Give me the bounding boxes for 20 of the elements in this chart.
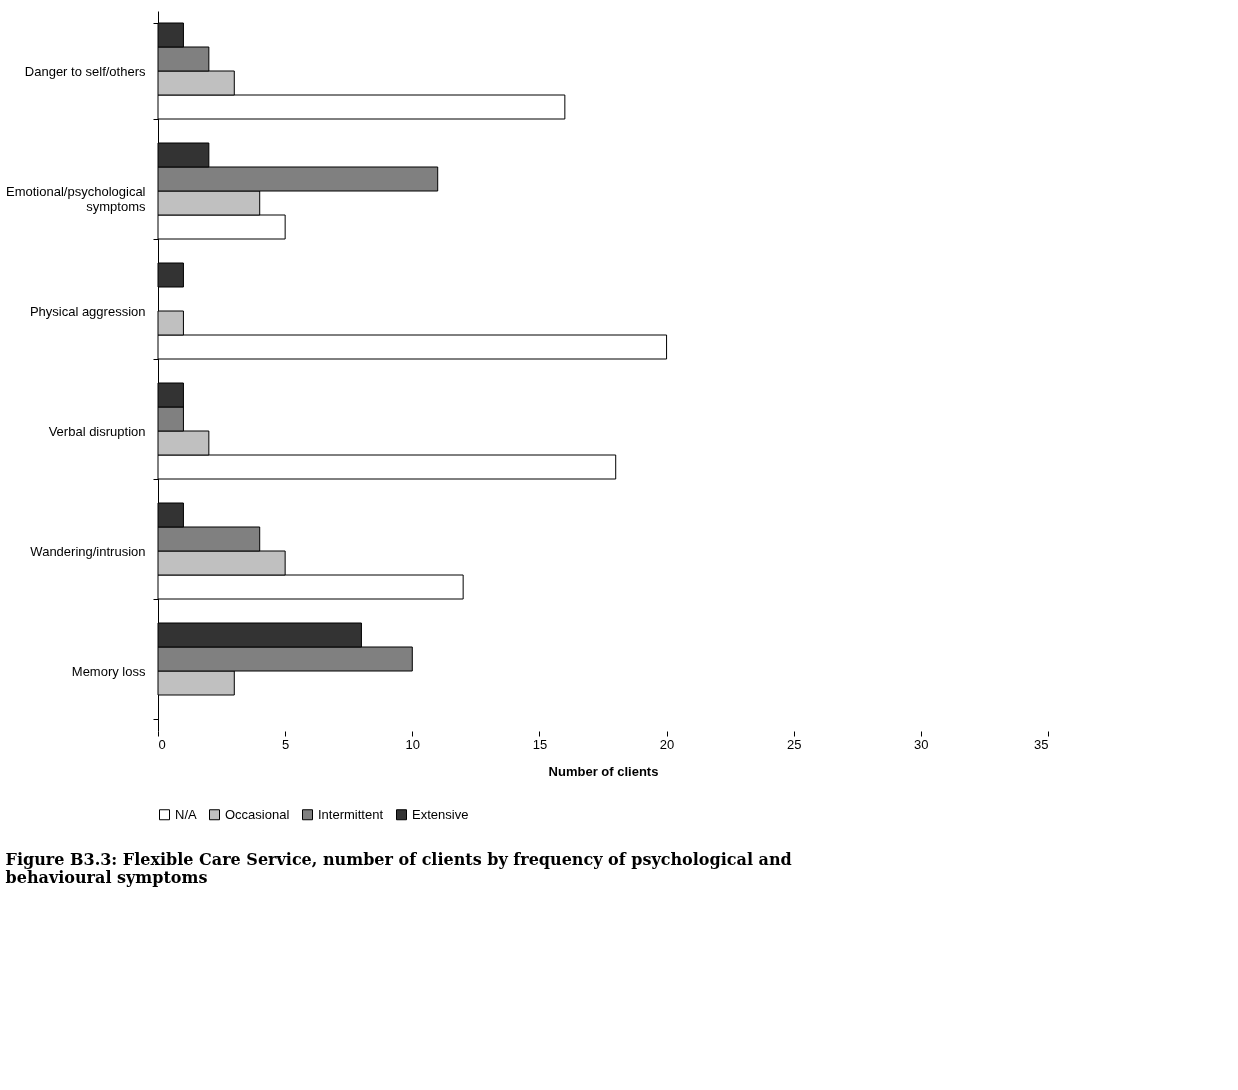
legend-label: Intermittent <box>318 806 384 822</box>
y-tick-label: Danger to self/others <box>24 63 146 79</box>
y-tick-label: Physical aggression <box>29 303 146 319</box>
legend-label: Occasional <box>225 806 290 822</box>
x-tick-label: 15 <box>532 736 548 752</box>
legend-label: N/A <box>175 806 197 822</box>
x-axis-title: Number of clients <box>548 763 659 779</box>
x-tick-label: 35 <box>1034 736 1049 752</box>
x-tick-label: 10 <box>405 736 421 752</box>
text: Figure B3.3: Flexible Care Service, number of clients by frequency of psychological and behavioural symptoms <box>5 850 792 887</box>
y-tick-label: Memory loss <box>71 663 146 679</box>
legend-label: Extensive <box>412 806 469 822</box>
y-tick-label: Wandering/intrusion <box>30 543 146 559</box>
y-tick-label: Emotional/psychological symptoms <box>6 183 146 214</box>
x-tick-label: 25 <box>786 736 802 752</box>
x-tick-label: 0 <box>158 736 166 752</box>
x-tick-label: 20 <box>659 736 675 752</box>
x-tick-label: 30 <box>914 736 929 752</box>
x-tick-label: 5 <box>282 736 290 752</box>
y-tick-label: Verbal disruption <box>48 423 146 439</box>
